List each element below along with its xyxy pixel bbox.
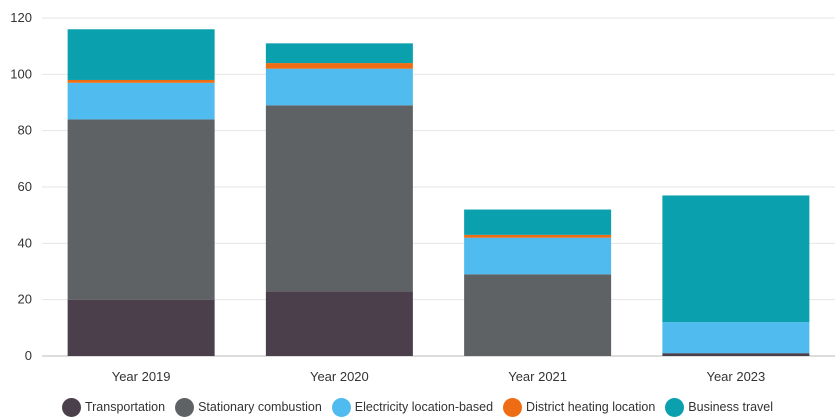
y-tick-label: 20 [18,292,32,307]
bar-segment-stationary-combustion [67,119,215,300]
y-tick-label: 40 [18,235,32,250]
bar-segment-electricity-location-based [67,82,215,120]
bars [67,29,810,356]
y-tick-label: 80 [18,123,32,138]
x-tick-label: Year 2020 [310,369,369,384]
legend-swatch-icon [331,397,351,417]
legend-swatch-icon [61,397,81,417]
x-tick-label: Year 2023 [706,369,765,384]
y-tick-label: 100 [10,66,32,81]
bar-segment-transportation [265,291,413,356]
x-tick-label: Year 2021 [508,369,567,384]
legend-label: Business travel [688,400,774,414]
bar-segment-electricity-location-based [662,322,810,354]
legend-item[interactable]: Business travel [665,397,774,417]
bar-segment-district-heating-location [464,234,612,238]
bar-segment-district-heating-location [67,79,215,83]
bar-segment-stationary-combustion [464,274,612,356]
legend-swatch-icon [665,397,685,417]
legend-item[interactable]: Electricity location-based [331,397,494,417]
legend-label: Electricity location-based [354,400,494,414]
x-tick-label: Year 2019 [112,369,171,384]
bar-segment-stationary-combustion [265,105,413,292]
y-tick-label: 0 [25,348,32,363]
legend: Transportation Stationary combustion Elect… [0,395,835,419]
bar-segment-electricity-location-based [265,68,413,106]
bar-segment-transportation [67,299,215,356]
legend-swatch-icon [503,397,523,417]
legend-swatch-icon [175,397,195,417]
bar-segment-business-travel [67,29,215,80]
legend-label: Stationary combustion [198,400,322,414]
legend-item[interactable]: Stationary combustion [175,397,322,417]
y-axis: 0 20 40 60 80 100 120 [10,10,32,363]
bar-segment-district-heating-location [265,63,413,69]
bar-segment-electricity-location-based [464,237,612,275]
y-tick-label: 60 [18,179,32,194]
legend-item[interactable]: Transportation [61,397,166,417]
bar-segment-business-travel [662,195,810,323]
bar-segment-transportation [662,353,810,356]
bar-segment-business-travel [265,43,413,64]
bar-segment-business-travel [464,209,612,235]
y-tick-label: 120 [10,10,32,25]
legend-label: District heating location [526,400,656,414]
legend-label: Transportation [84,400,166,414]
x-axis: Year 2019 Year 2020 Year 2021 Year 2023 [112,369,766,384]
legend-item[interactable]: District heating location [503,397,656,417]
